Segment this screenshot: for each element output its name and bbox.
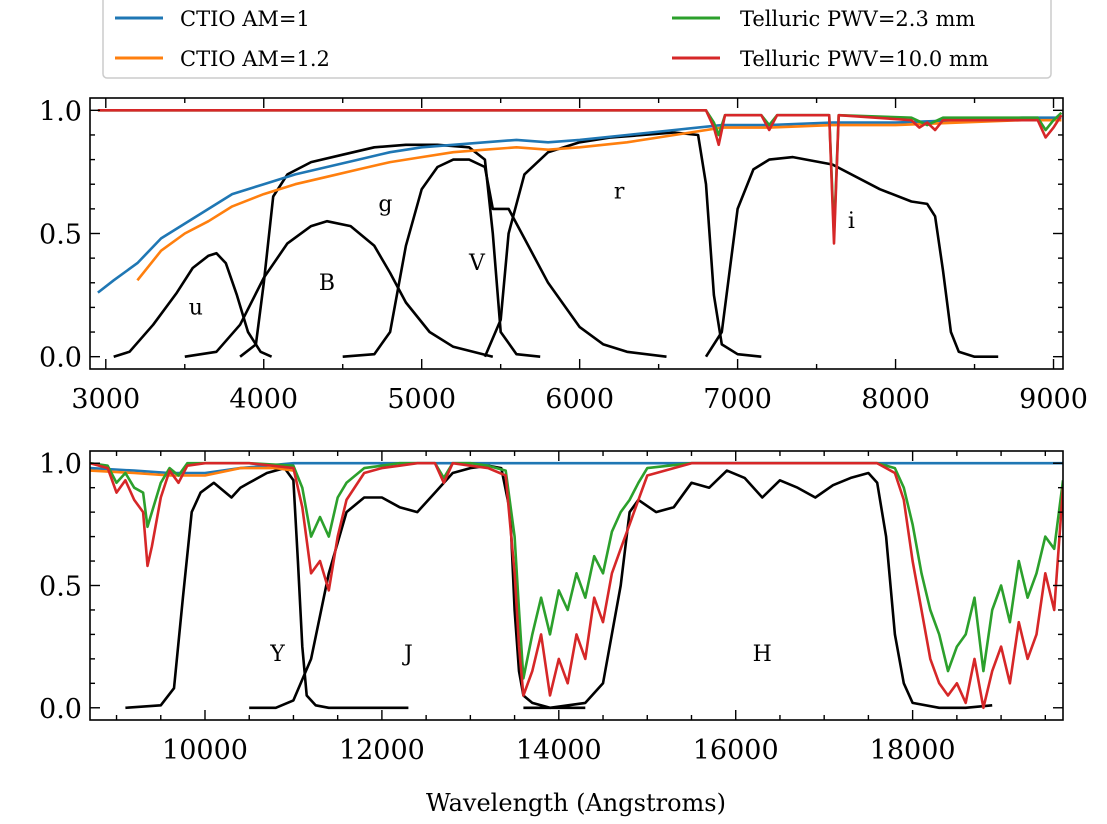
top-x-tick-label: 8000 [861, 384, 930, 415]
top-filter-label-i: i [848, 209, 855, 234]
bottom-panel-plot-area [90, 461, 1063, 710]
top-y-tick-label: 1.0 [39, 96, 82, 127]
top-series-line-ctio-am-1 [97, 116, 1062, 294]
top-panel-frame [89, 97, 1064, 370]
top-panel-tick-labels: 3000 4000 5000 6000 7000 8000 9000 0.0 0.5 1.0 [39, 96, 1088, 415]
bottom-x-tick-label: 18000 [870, 735, 956, 766]
x-axis-title: Wavelength (Angstroms) [426, 789, 726, 817]
top-panel-plot-area [97, 109, 1063, 358]
top-y-tick-label: 0.0 [39, 343, 82, 374]
top-x-tick-label: 3000 [71, 384, 140, 415]
top-panel-ticks [90, 98, 1063, 369]
bottom-panel-ticks [90, 451, 1063, 720]
top-x-tick-label: 4000 [229, 384, 298, 415]
top-filter-curve-g [239, 143, 541, 358]
bottom-filter-label-y: Y [269, 642, 285, 667]
top-series-line-telluric-pwv-10-0-mm [97, 109, 1063, 245]
bottom-series-line-ctio-am-1 [90, 461, 1063, 475]
bottom-filter-curve-h [523, 469, 993, 710]
legend-frame [102, 0, 1052, 79]
top-filter-label-r: r [614, 180, 625, 205]
top-filter-label-g: g [378, 192, 392, 217]
top-filter-curve-b [184, 219, 494, 358]
bottom-y-tick-label: 0.0 [39, 694, 82, 725]
bottom-x-tick-label: 12000 [339, 735, 425, 766]
top-filter-label-u: u [189, 295, 203, 320]
legend-label-ctio-am12: CTIO AM=1.2 [180, 47, 330, 71]
bottom-panel: 10000 12000 14000 16000 18000 0.0 0.5 1.0 Y J H W… [39, 449, 1064, 817]
bottom-y-tick-label: 0.5 [39, 572, 82, 603]
bottom-filter-curve-y [125, 466, 409, 710]
top-filter-curve-i [704, 155, 999, 358]
top-panel: 3000 4000 5000 6000 7000 8000 9000 0.0 0.5 1.0 u B… [39, 96, 1088, 415]
top-y-tick-label: 0.5 [39, 220, 82, 251]
bottom-panel-tick-labels: 10000 12000 14000 16000 18000 0.0 0.5 1.0 [39, 449, 956, 766]
top-series-line-ctio-am-1-2 [136, 118, 1062, 282]
legend: CTIO AM=1 CTIO AM=1.2 Telluric PWV=2.3 m… [102, 0, 1052, 79]
legend-label-telluric-pwv-10: Telluric PWV=10.0 mm [740, 47, 989, 71]
legend-label-ctio-am1: CTIO AM=1 [180, 7, 310, 31]
top-filter-label-b: B [319, 271, 335, 296]
bottom-x-tick-label: 10000 [162, 735, 248, 766]
bottom-series-line-telluric-pwv-10-0-mm [90, 461, 1063, 710]
top-x-tick-label: 6000 [545, 384, 614, 415]
top-filter-curve-v [342, 158, 667, 358]
bottom-filter-label-j: J [402, 642, 413, 667]
top-x-tick-label: 9000 [1019, 384, 1088, 415]
top-filter-label-v: V [468, 251, 486, 276]
top-panel-filter-labels: u Bg Vr i [189, 180, 855, 321]
top-filter-curve-u [113, 251, 273, 358]
legend-label-telluric-pwv-2-3: Telluric PWV=2.3 mm [740, 7, 975, 31]
bottom-x-tick-label: 14000 [516, 735, 602, 766]
bottom-x-tick-label: 16000 [693, 735, 779, 766]
bottom-panel-frame [89, 450, 1064, 721]
bottom-series-line-ctio-am-1-2 [90, 466, 294, 477]
bottom-filter-label-h: H [753, 642, 772, 667]
top-filter-curve-r [483, 131, 762, 358]
bottom-y-tick-label: 1.0 [39, 449, 82, 480]
top-x-tick-label: 7000 [703, 384, 772, 415]
top-x-tick-label: 5000 [387, 384, 456, 415]
